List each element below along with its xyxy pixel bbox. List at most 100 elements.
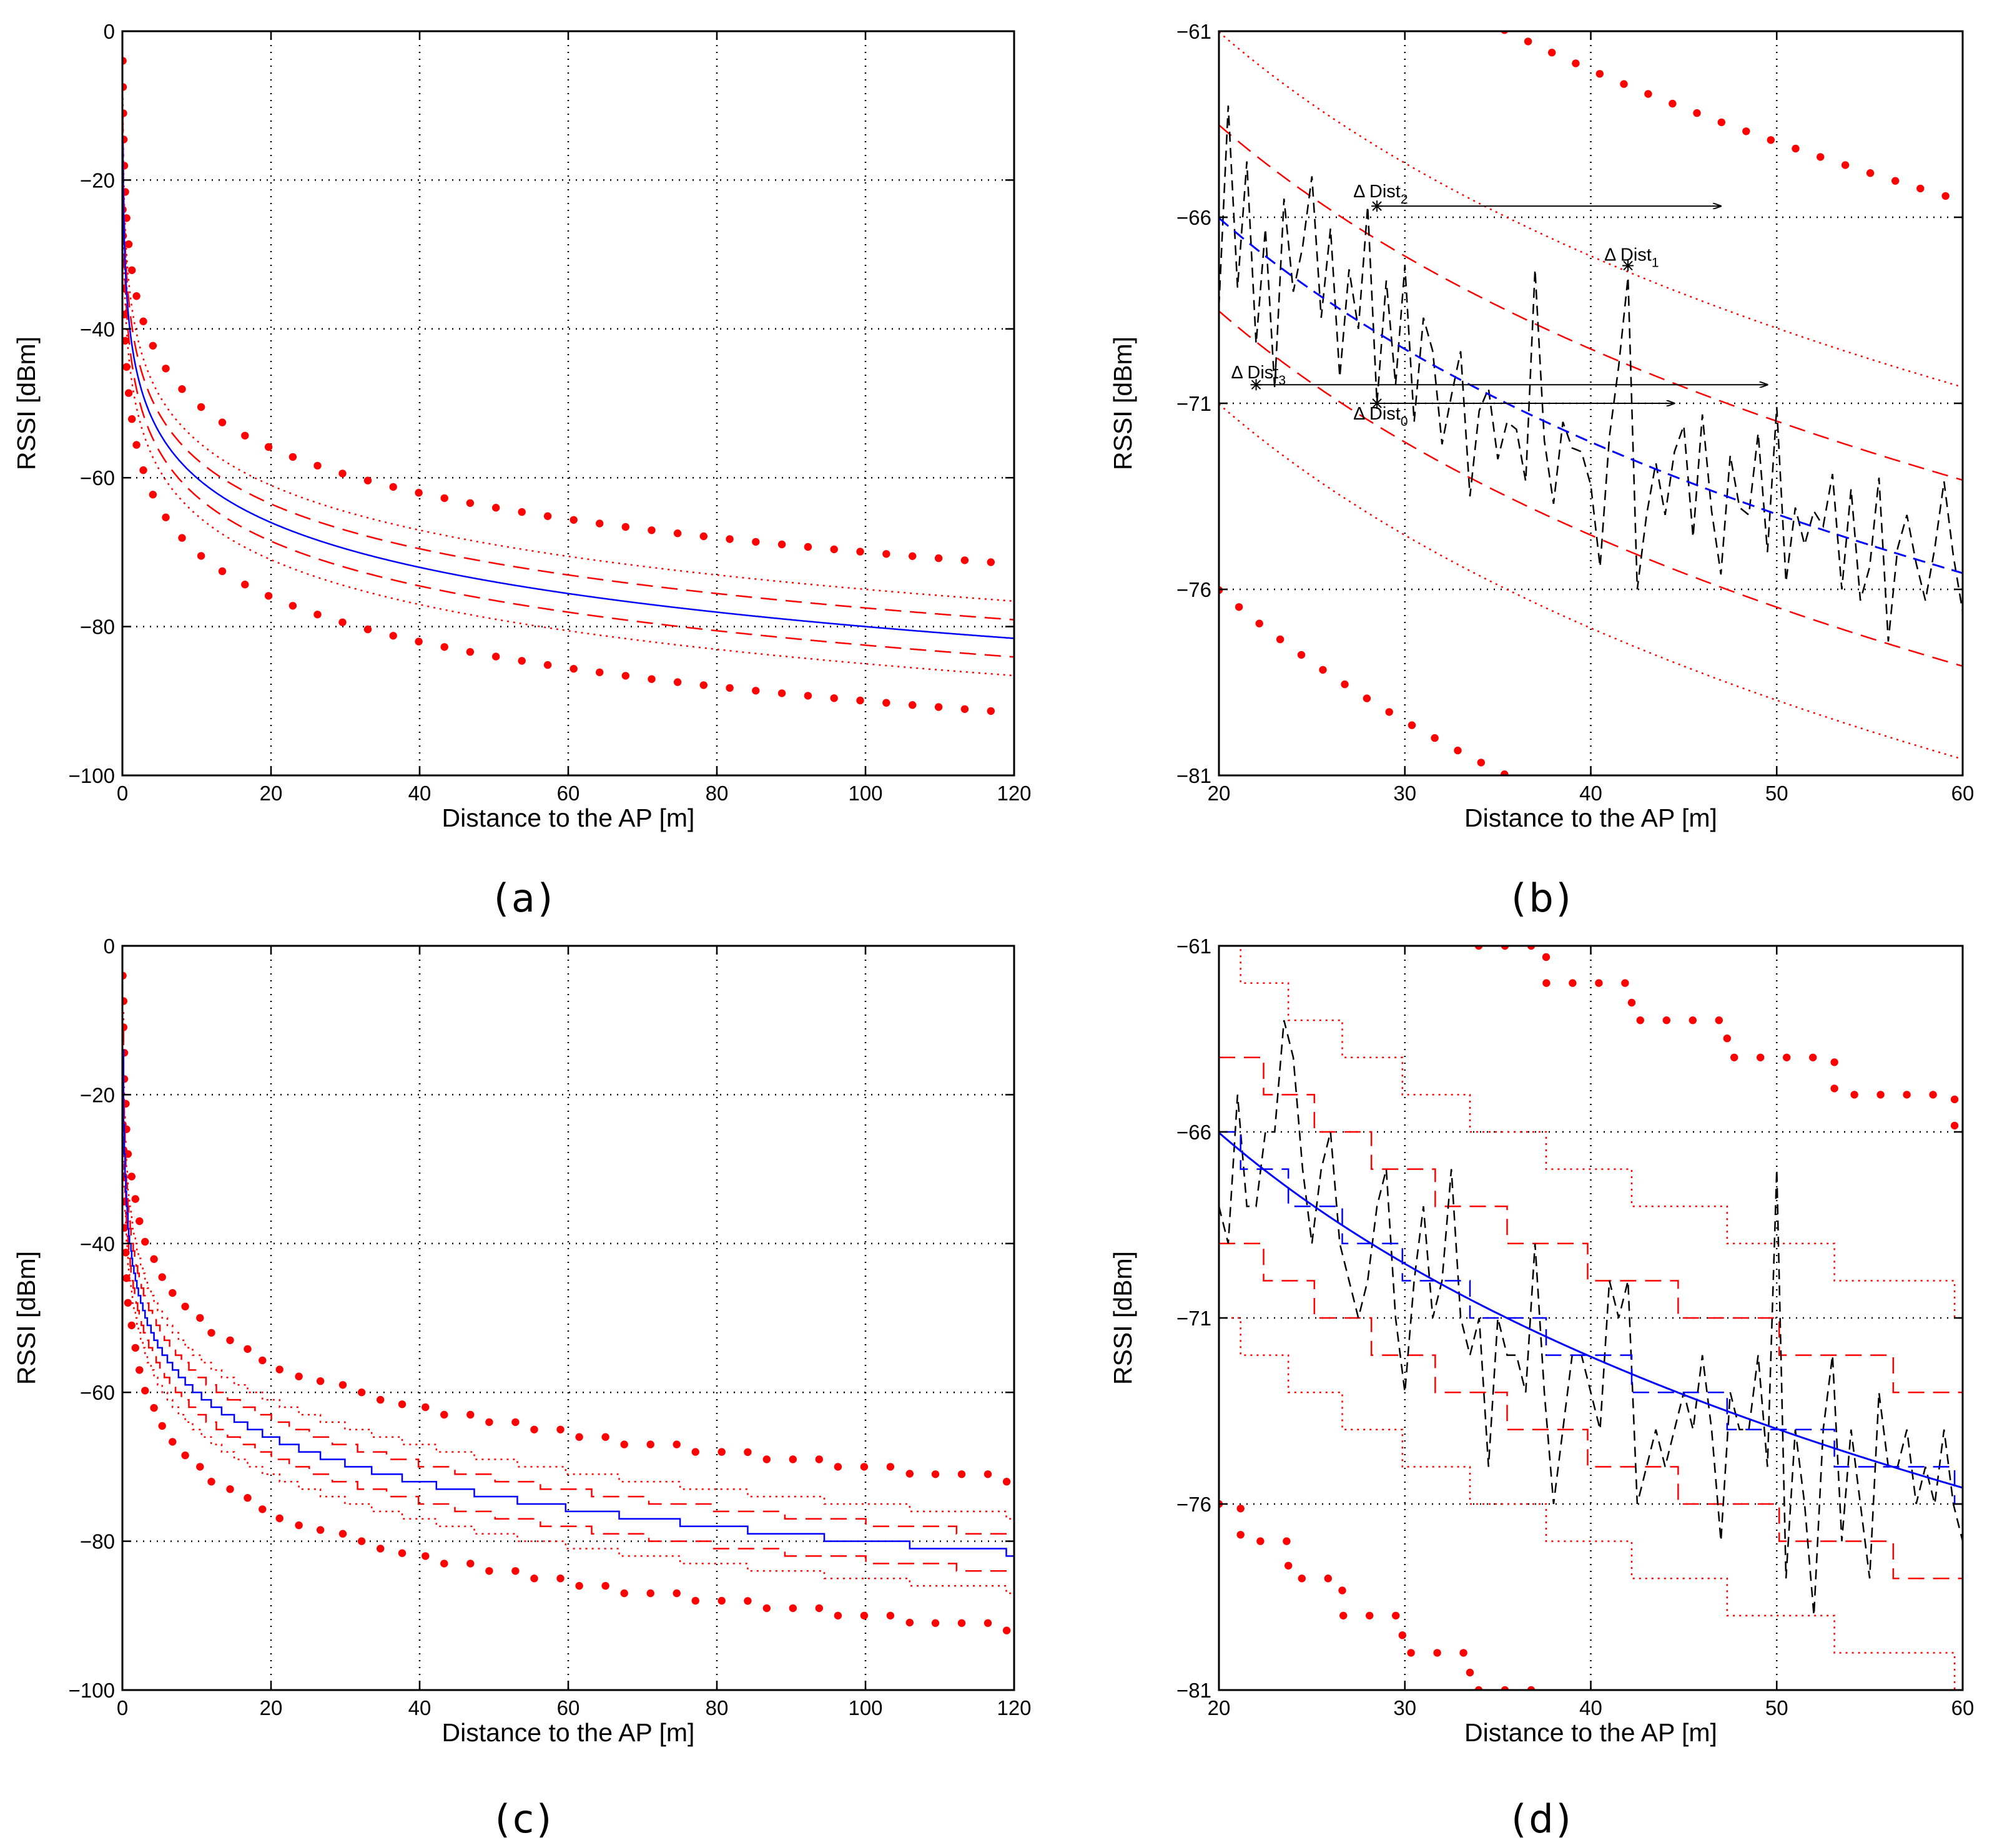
bound-dot bbox=[122, 1249, 130, 1257]
bound-dot bbox=[856, 548, 864, 556]
x-tick-label: 50 bbox=[1765, 1696, 1788, 1719]
bound-dot bbox=[1407, 1649, 1415, 1657]
bound-dot bbox=[909, 701, 917, 709]
bound-dot bbox=[511, 1418, 520, 1427]
bound-dot bbox=[1850, 1091, 1858, 1099]
bound-dot bbox=[830, 694, 838, 702]
bound-dot bbox=[122, 1274, 131, 1282]
bound-dot bbox=[1341, 680, 1349, 689]
bound-dot bbox=[1572, 59, 1580, 67]
bound-dot bbox=[338, 1381, 347, 1389]
bound-dot bbox=[1792, 144, 1800, 153]
bound-dot bbox=[132, 292, 141, 300]
bound-dot bbox=[492, 652, 500, 661]
bound-dot bbox=[122, 135, 128, 144]
bound-dot bbox=[777, 689, 786, 697]
bound-dot bbox=[1408, 721, 1416, 729]
bound-dot bbox=[150, 1255, 158, 1263]
bound-dot bbox=[1501, 770, 1509, 775]
bound-dot bbox=[1569, 979, 1577, 987]
x-tick-label: 40 bbox=[1579, 1696, 1602, 1719]
bound-dot bbox=[1392, 1611, 1400, 1619]
y-tick-label: 0 bbox=[104, 20, 115, 43]
bound-dot bbox=[440, 1410, 448, 1419]
bound-dot bbox=[762, 1604, 771, 1613]
delta-dist-0-label: Δ Dist0 bbox=[1353, 404, 1408, 429]
band-dotted-line bbox=[1219, 946, 1963, 1319]
bound-dot bbox=[673, 529, 682, 538]
bound-dot bbox=[699, 681, 708, 689]
bound-dot bbox=[259, 1356, 267, 1365]
x-axis-label: Distance to the AP [m] bbox=[1464, 1718, 1717, 1747]
bound-dot bbox=[1501, 946, 1509, 950]
bound-dot bbox=[398, 1549, 407, 1557]
bound-dot bbox=[575, 1433, 583, 1441]
y-tick-label: −100 bbox=[69, 764, 115, 787]
bound-dot bbox=[1431, 734, 1439, 742]
bound-dot bbox=[178, 534, 186, 542]
bound-dot bbox=[789, 1455, 797, 1463]
bound-dot bbox=[905, 1618, 914, 1627]
bound-dot bbox=[1929, 1091, 1937, 1099]
x-tick-label: 20 bbox=[1208, 782, 1231, 805]
bound-dot bbox=[648, 675, 656, 683]
band-dashed-line bbox=[122, 154, 1014, 658]
y-tick-label: −40 bbox=[80, 318, 115, 341]
bound-dot bbox=[960, 556, 969, 564]
x-tick-label: 20 bbox=[1208, 1696, 1231, 1719]
bound-dot bbox=[466, 1410, 475, 1419]
bound-dot bbox=[1689, 1016, 1697, 1025]
bound-dot bbox=[295, 1372, 303, 1380]
bound-dot bbox=[934, 554, 943, 563]
bound-dot bbox=[957, 1619, 966, 1627]
y-tick-label: −60 bbox=[80, 466, 115, 489]
x-tick-label: 30 bbox=[1393, 782, 1416, 805]
bound-dot bbox=[1298, 1575, 1306, 1583]
bound-dot bbox=[931, 1619, 940, 1627]
delta-dist-1-marker bbox=[1622, 260, 1634, 272]
bound-dot bbox=[492, 504, 500, 512]
bound-dot bbox=[984, 1470, 992, 1478]
model-step-line bbox=[1219, 1131, 1963, 1505]
bound-dot bbox=[1548, 49, 1556, 57]
delta-dist-1-label: Δ Dist1 bbox=[1604, 245, 1659, 270]
bound-dot bbox=[1644, 90, 1652, 98]
bound-dot bbox=[834, 1611, 842, 1619]
x-tick-label: 60 bbox=[1951, 1696, 1975, 1719]
delta-dist-2-marker bbox=[1371, 200, 1383, 212]
bound-dot bbox=[957, 1470, 966, 1478]
bound-dot bbox=[1830, 1084, 1838, 1093]
bound-dot bbox=[530, 1425, 538, 1433]
bound-dot bbox=[621, 523, 629, 531]
bound-dot bbox=[1339, 1611, 1348, 1619]
bound-dot bbox=[620, 1589, 628, 1598]
band-dashed-line bbox=[122, 116, 1014, 621]
bound-dot bbox=[1338, 1586, 1346, 1595]
bound-dot bbox=[834, 1463, 842, 1471]
x-tick-label: 60 bbox=[1951, 782, 1975, 805]
bound-dot bbox=[744, 1597, 752, 1605]
x-axis-label: Distance to the AP [m] bbox=[442, 1718, 695, 1747]
x-tick-label: 30 bbox=[1393, 1696, 1416, 1719]
y-tick-label: −81 bbox=[1176, 1679, 1211, 1702]
y-axis-label: RSSI [dBm] bbox=[12, 337, 41, 470]
bound-dot bbox=[1256, 1537, 1265, 1545]
bound-dot bbox=[141, 1387, 149, 1395]
bound-dot bbox=[984, 1619, 992, 1627]
bound-dot bbox=[1284, 1561, 1293, 1570]
y-tick-label: −80 bbox=[80, 1530, 115, 1553]
bound-dot bbox=[886, 1611, 895, 1619]
bound-dot bbox=[1636, 1016, 1644, 1025]
bound-dot bbox=[691, 1448, 699, 1456]
bound-dot bbox=[466, 499, 475, 507]
bound-dot bbox=[530, 1575, 538, 1583]
band-dashed-line bbox=[122, 1026, 1014, 1535]
bound-dot bbox=[569, 665, 578, 673]
x-tick-label: 50 bbox=[1765, 782, 1788, 805]
y-tick-label: −40 bbox=[80, 1232, 115, 1256]
y-tick-label: 0 bbox=[104, 935, 115, 958]
bound-dot bbox=[316, 1377, 325, 1385]
panel-label: (c) bbox=[495, 1796, 554, 1842]
bound-dot bbox=[621, 672, 629, 680]
bound-dot bbox=[511, 1567, 520, 1575]
